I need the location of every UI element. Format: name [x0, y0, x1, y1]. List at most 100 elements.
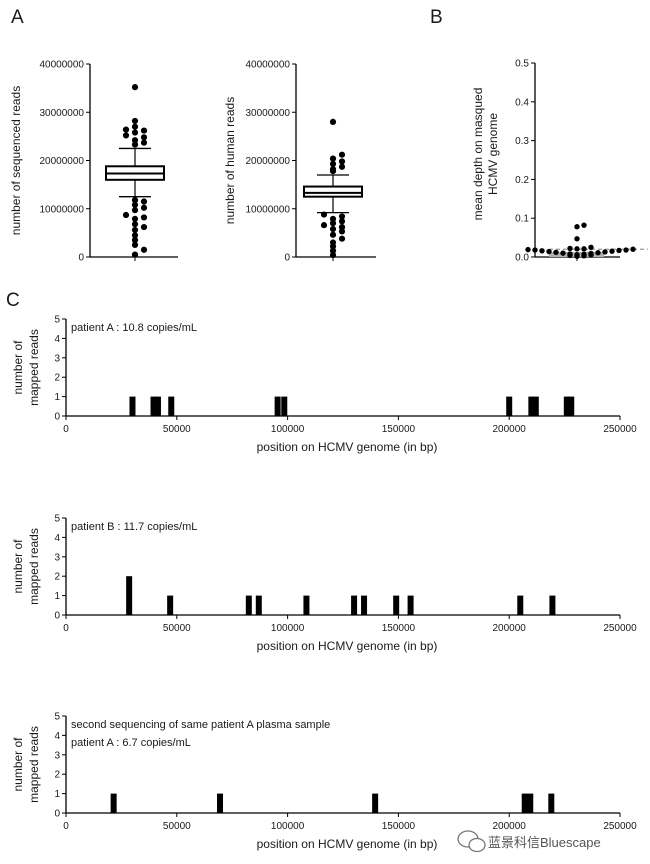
outlier-point [329, 231, 337, 238]
box-plot-sequenced-reads: 0 10000000 20000000 30000000 40000000 number … [9, 60, 178, 264]
read-bar [407, 595, 414, 615]
x-tick-label: 200000 [493, 623, 527, 634]
outlier-point [338, 235, 346, 242]
depth-point [532, 247, 538, 253]
read-bar [568, 396, 575, 416]
outlier-point [131, 251, 139, 258]
read-bar [281, 396, 288, 416]
read-bar [393, 595, 400, 615]
outlier-point [320, 211, 328, 218]
read-bar [528, 396, 535, 416]
y-tick-label: 0.1 [515, 214, 529, 225]
panel-letter-c: C [6, 290, 20, 311]
y-tick-label: 20000000 [40, 156, 85, 167]
read-bar [167, 595, 174, 615]
read-bar [217, 793, 224, 813]
bar-plot-patient-b: 0 1 2 3 4 5 0 50000 100000 150000 200000 250000 posi… [11, 514, 637, 654]
outlier-point [131, 207, 139, 214]
x-tick-label: 100000 [271, 424, 305, 435]
x-tick-label: 250000 [603, 821, 637, 832]
y-axis-label-line-2: mapped reads [27, 726, 41, 803]
depth-point [553, 249, 559, 256]
outlier-point [329, 155, 337, 162]
depth-point [525, 246, 531, 253]
y-tick-label: 5 [54, 514, 60, 525]
depth-point [609, 248, 615, 254]
x-tick-label: 100000 [271, 623, 305, 634]
watermark: 蓝景科信Bluescape [457, 830, 601, 853]
x-axis-label: position on HCMV genome (in bp) [257, 440, 438, 454]
y-tick-label: 30000000 [40, 108, 85, 119]
outlier-point [329, 239, 337, 246]
x-axis-label: position on HCMV genome (in bp) [257, 639, 438, 653]
outlier-point [320, 222, 328, 229]
read-bar [532, 396, 539, 416]
outlier-point [131, 221, 139, 228]
y-tick-label: 4 [54, 731, 60, 742]
outlier-point [338, 151, 346, 158]
read-bar [150, 396, 157, 416]
y-axis-label-line-2: mapped reads [27, 329, 41, 406]
x-tick-label: 0 [63, 821, 69, 832]
outlier-point [140, 198, 148, 205]
outlier-point [329, 247, 337, 254]
depth-point [588, 244, 594, 250]
outlier-point [131, 226, 139, 234]
outlier-point [122, 211, 130, 219]
x-tick-label: 200000 [493, 424, 527, 435]
y-tick-label: 2 [54, 373, 60, 384]
outlier-point [338, 163, 346, 170]
read-bar [154, 396, 161, 416]
x-axis-label: position on HCMV genome (in bp) [257, 837, 438, 851]
y-tick-label: 10000000 [40, 204, 85, 215]
outlier-point [122, 132, 130, 139]
read-bar [521, 793, 528, 813]
outlier-point [140, 139, 148, 146]
outlier-point [131, 201, 139, 208]
x-tick-label: 50000 [163, 424, 191, 435]
outlier-point [131, 237, 139, 244]
outlier-point [131, 137, 139, 144]
panel-letter-b: B [430, 7, 443, 28]
read-bar [372, 793, 379, 813]
y-tick-label: 20000000 [246, 156, 291, 167]
y-tick-label: 1 [54, 591, 60, 602]
wechat-logo-icon [457, 830, 486, 853]
x-tick-label: 50000 [163, 821, 191, 832]
depth-point [567, 251, 573, 257]
outlier-point [338, 218, 346, 225]
outlier-point [140, 127, 148, 134]
read-bar [563, 396, 570, 416]
scatter-mean-depth: 0.0 0.1 0.2 0.3 0.4 0.5 mean depth on masquedH… [471, 59, 648, 264]
read-bar [351, 595, 358, 615]
y-tick-label: 40000000 [246, 60, 291, 71]
read-bar [506, 396, 513, 416]
y-tick-label: 0.0 [515, 253, 529, 264]
read-bar [303, 595, 310, 615]
plot-annotation: second sequencing of same patient A plas… [71, 719, 330, 731]
depth-point [546, 248, 552, 255]
y-tick-label: 5 [54, 712, 60, 723]
depth-point [539, 248, 545, 254]
depth-point [560, 250, 566, 256]
depth-point [595, 250, 601, 256]
read-bar [361, 595, 368, 615]
plot-annotation: patient B : 11.7 copies/mL [71, 521, 197, 533]
read-bar [126, 576, 133, 615]
depth-point [588, 250, 594, 257]
outlier-point [140, 204, 148, 211]
read-bar [274, 396, 281, 416]
outlier-point [338, 228, 346, 235]
y-tick-label: 40000000 [40, 60, 85, 71]
box-plot-human-reads: 0 10000000 20000000 30000000 40000000 number … [223, 60, 376, 264]
depth-point [581, 246, 587, 252]
depth-point [616, 247, 622, 254]
y-tick-label: 10000000 [246, 204, 291, 215]
y-tick-label: 3 [54, 552, 60, 563]
depth-point [581, 222, 587, 228]
depth-point [574, 251, 580, 258]
watermark-text: 蓝景科信Bluescape [488, 835, 601, 850]
outlier-point [131, 123, 139, 130]
y-axis-label-line-1: number of [11, 737, 25, 792]
